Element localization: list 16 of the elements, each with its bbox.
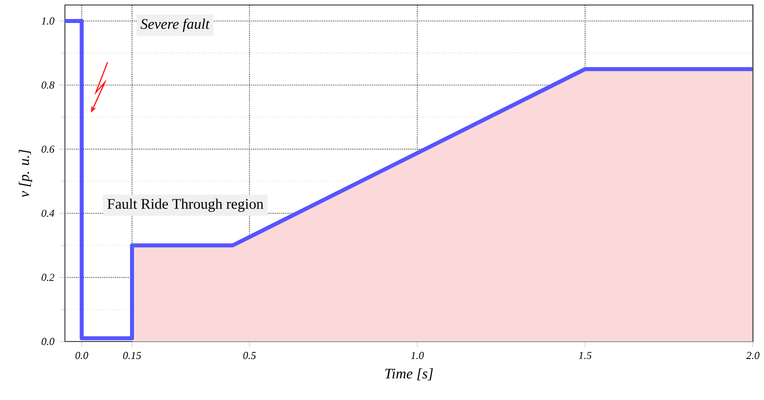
y-tick-label: 0.4 xyxy=(42,210,54,217)
x-tick-label: 0.15 xyxy=(123,352,142,359)
y-tick-label: 0.6 xyxy=(42,145,54,153)
y-tick-label: 0.8 xyxy=(42,81,54,89)
x-tick-label: 1.5 xyxy=(578,352,592,359)
y-tick-label: 0.0 xyxy=(42,338,54,345)
x-tick-label: 0.0 xyxy=(75,352,88,359)
x-axis-title: Time [s] xyxy=(385,368,433,380)
y-tick-label: 1.0 xyxy=(42,17,54,24)
x-tick-label: 0.5 xyxy=(243,352,256,359)
annotation: Fault Ride Through region xyxy=(107,198,264,212)
x-tick-label: 2.0 xyxy=(746,352,760,359)
annotation: Severe fault xyxy=(140,18,210,32)
x-tick-label: 1.0 xyxy=(411,352,424,359)
y-axis-title: v [p. u.] xyxy=(18,150,32,198)
y-tick-label: 0.2 xyxy=(42,274,54,281)
